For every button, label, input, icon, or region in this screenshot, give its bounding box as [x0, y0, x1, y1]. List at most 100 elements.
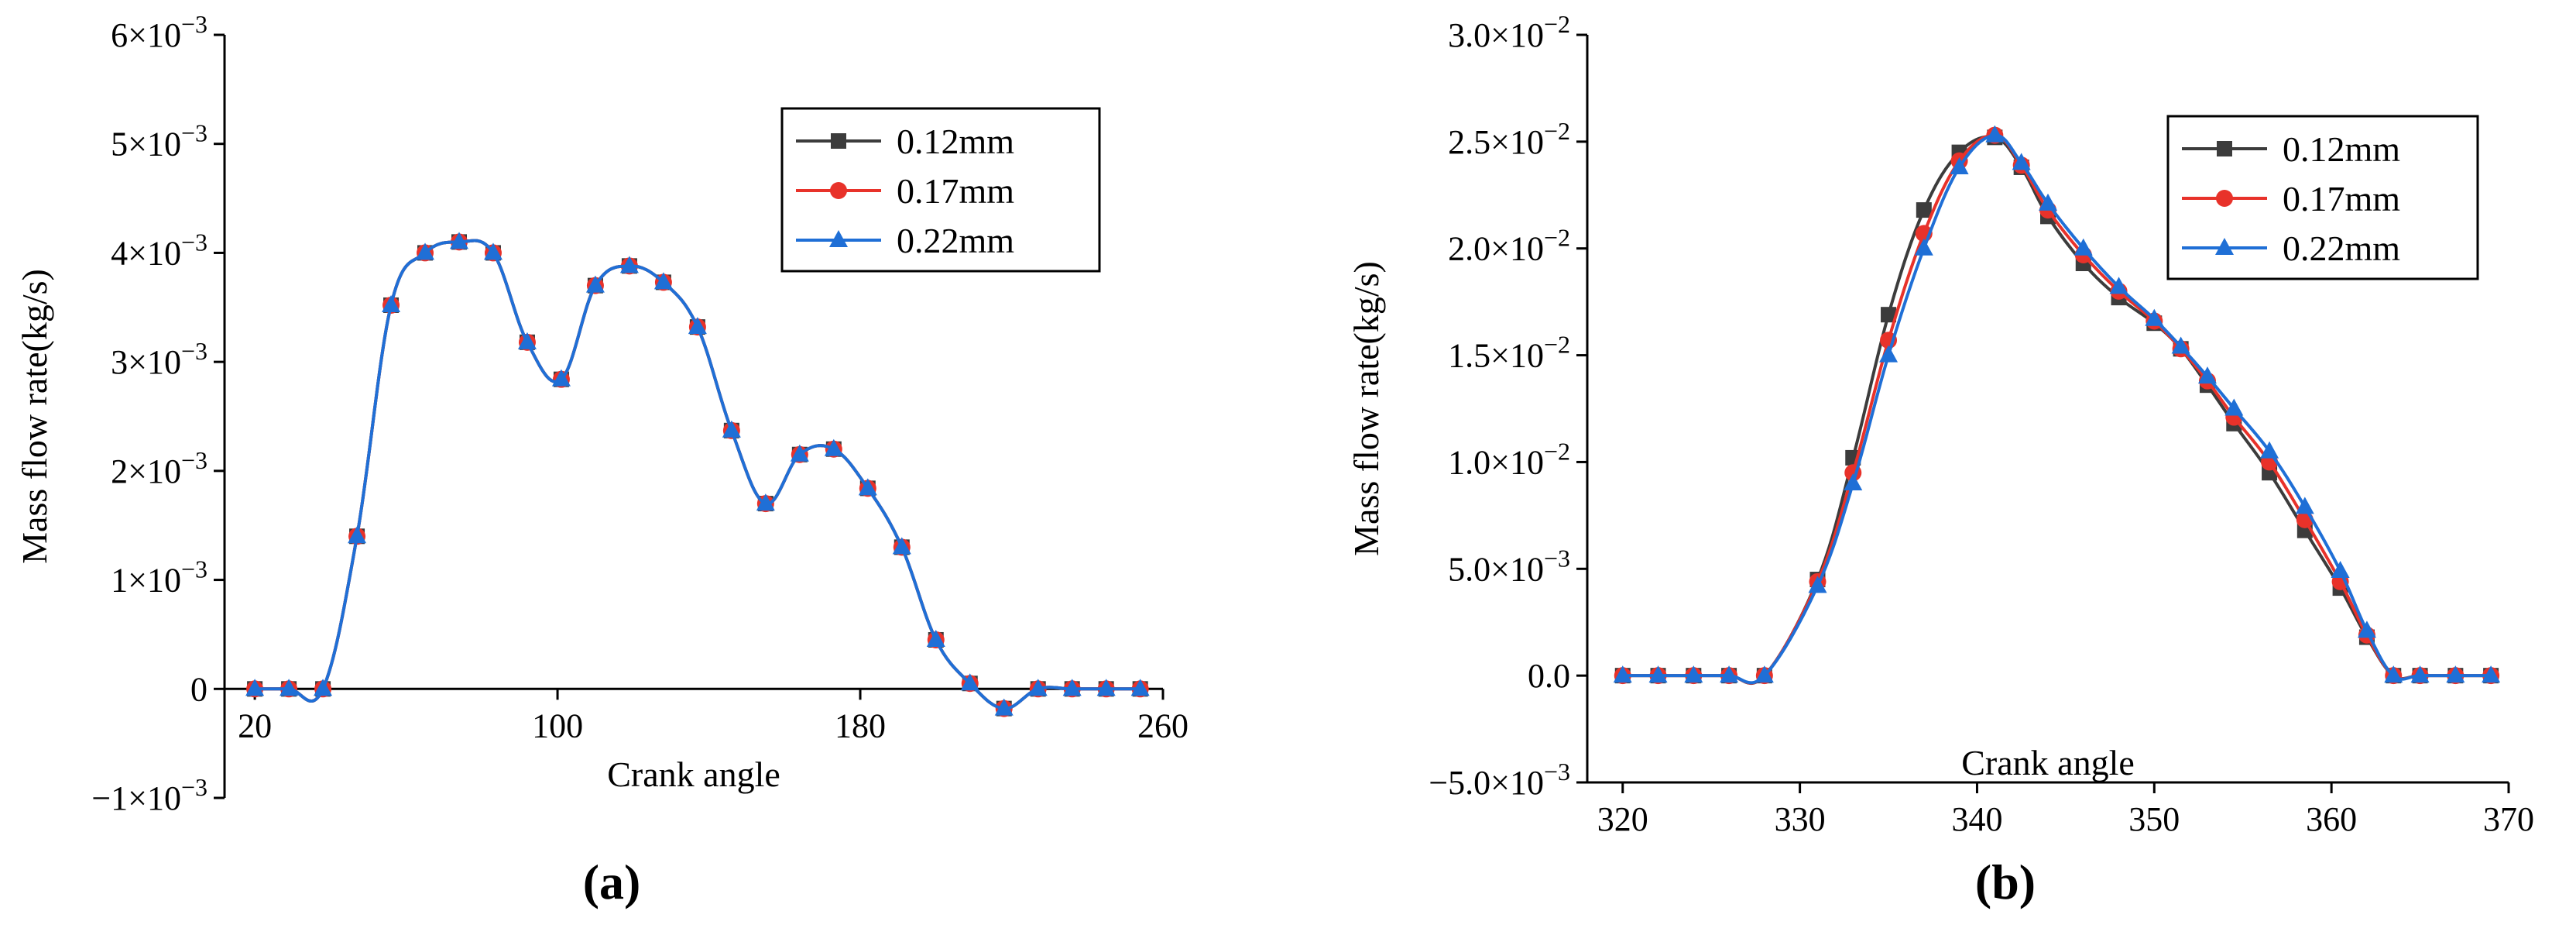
legend-entry: 0.22mm	[2283, 229, 2400, 268]
data-point-0.22mm	[994, 698, 1014, 716]
y-tick-label: −1×10−3	[91, 773, 208, 817]
data-point-0.22mm	[1613, 665, 1632, 683]
panel-label: (a)	[583, 854, 641, 909]
x-tick-label: 330	[1775, 800, 1826, 838]
legend-marker-0.12mm	[831, 133, 846, 149]
y-tick-mantissa: 2.0×10	[1448, 230, 1544, 268]
data-point-0.22mm	[2171, 336, 2190, 354]
data-point-0.22mm	[450, 232, 468, 249]
legend-entry: 0.12mm	[2283, 129, 2400, 169]
y-tick-exponent: −2	[1544, 437, 1570, 465]
data-point-0.22mm	[348, 526, 367, 544]
data-point-0.22mm	[245, 679, 265, 696]
x-axis-label: Crank angle	[1961, 743, 2135, 782]
y-tick-mantissa: 3.0×10	[1448, 16, 1544, 54]
data-point-0.22mm	[790, 444, 809, 462]
y-tick-label: 2.0×10−2	[1448, 224, 1570, 268]
y-tick-exponent: −2	[1544, 117, 1570, 145]
y-tick-label: 1.0×10−2	[1448, 437, 1570, 481]
y-tick-exponent: −3	[181, 773, 208, 801]
data-point-0.22mm	[2012, 153, 2031, 170]
data-point-0.22mm	[892, 537, 911, 555]
data-point-0.22mm	[619, 256, 639, 273]
x-tick-label: 100	[532, 706, 583, 744]
data-point-0.22mm	[1879, 345, 1899, 363]
y-tick-label: 3×10−3	[111, 337, 208, 381]
y-tick-exponent: −2	[1544, 10, 1570, 38]
y-tick-label: 2.5×10−2	[1448, 117, 1570, 161]
data-point-0.22mm	[551, 369, 571, 387]
data-point-0.22mm	[688, 317, 707, 335]
data-point-0.22mm	[382, 294, 401, 312]
y-tick-exponent: −3	[181, 10, 208, 38]
y-tick-exponent: −3	[1544, 758, 1570, 786]
y-tick-label: 5.0×10−3	[1448, 544, 1570, 588]
data-point-0.22mm	[926, 629, 945, 647]
legend-marker-0.22mm	[2215, 238, 2234, 255]
y-tick-label: 3.0×10−2	[1448, 10, 1570, 54]
y-tick-mantissa: −1×10	[91, 779, 181, 817]
data-point-0.22mm	[1844, 473, 1863, 490]
y-tick-label: 0	[190, 670, 208, 708]
data-point-0.22mm	[1648, 665, 1668, 683]
data-point-0.22mm	[2224, 398, 2244, 416]
y-tick-label: 0.0	[1528, 657, 1570, 695]
legend-entry: 0.17mm	[897, 171, 1014, 211]
data-point-0.22mm	[280, 679, 299, 696]
y-tick-label: 5×10−3	[111, 119, 208, 163]
data-point-0.22mm	[722, 420, 741, 438]
data-point-0.22mm	[2482, 665, 2501, 683]
x-tick-label: 340	[1951, 800, 2002, 838]
y-tick-exponent: −3	[181, 228, 208, 256]
data-point-0.22mm	[1062, 679, 1082, 696]
x-tick-label: 360	[2306, 800, 2357, 838]
legend-marker-0.12mm	[2217, 141, 2232, 156]
y-tick-mantissa: 1.5×10	[1448, 337, 1544, 375]
y-tick-exponent: −3	[181, 446, 208, 474]
data-point-0.22mm	[1808, 576, 1827, 593]
y-tick-exponent: −3	[181, 119, 208, 147]
data-point-0.22mm	[416, 242, 435, 260]
y-tick-exponent: −3	[181, 337, 208, 365]
data-point-0.22mm	[2145, 308, 2164, 326]
data-point-0.22mm	[858, 478, 877, 496]
data-point-0.22mm	[2446, 665, 2465, 683]
x-tick-label: 260	[1137, 706, 1189, 744]
y-tick-label: 1×10−3	[111, 555, 208, 600]
legend: 0.12mm 0.17mm 0.22mm	[2166, 115, 2479, 280]
legend-marker-0.17mm	[830, 182, 847, 199]
data-point-0.22mm	[653, 272, 673, 290]
data-point-0.22mm	[1950, 156, 1969, 174]
y-tick-mantissa: 4×10	[111, 234, 181, 272]
x-tick-label: 20	[238, 706, 272, 744]
y-tick-label: 4×10−3	[111, 228, 208, 272]
y-tick-mantissa: −5.0×10	[1429, 764, 1544, 802]
y-axis-label: Mass flow rate(kg/s)	[1346, 261, 1386, 556]
data-point-0.22mm	[824, 438, 843, 456]
chart-panel-a: −1×10−301×10−32×10−33×10−34×10−35×10−36×…	[15, 10, 1189, 909]
y-tick-label: 2×10−3	[111, 446, 208, 490]
data-point-0.12mm	[1916, 202, 1932, 218]
x-tick-label: 350	[2128, 800, 2180, 838]
data-point-0.22mm	[1028, 679, 1048, 696]
data-point-0.22mm	[1130, 679, 1150, 696]
series-line-0.22mm	[1622, 133, 2492, 685]
legend-entry: 0.12mm	[897, 122, 1014, 161]
legend-marker-0.17mm	[2216, 190, 2233, 207]
x-tick-label: 180	[835, 706, 886, 744]
y-tick-mantissa: 3×10	[111, 343, 181, 381]
y-axis-label: Mass flow rate(kg/s)	[15, 269, 54, 564]
legend-entry: 0.22mm	[897, 221, 1014, 260]
y-tick-mantissa: 0	[190, 670, 208, 708]
data-point-0.22mm	[960, 673, 979, 691]
chart-panel-b: −5.0×10−30.05.0×10−31.0×10−21.5×10−22.0×…	[1346, 10, 2534, 909]
y-tick-label: 6×10−3	[111, 10, 208, 54]
data-point-0.22mm	[2357, 621, 2376, 638]
y-tick-mantissa: 5.0×10	[1448, 550, 1544, 588]
data-point-0.22mm	[2331, 561, 2350, 579]
y-tick-mantissa: 0.0	[1528, 657, 1570, 695]
panel-label: (b)	[1975, 854, 2036, 909]
y-tick-label: 1.5×10−2	[1448, 331, 1570, 375]
y-tick-exponent: −2	[1544, 331, 1570, 359]
